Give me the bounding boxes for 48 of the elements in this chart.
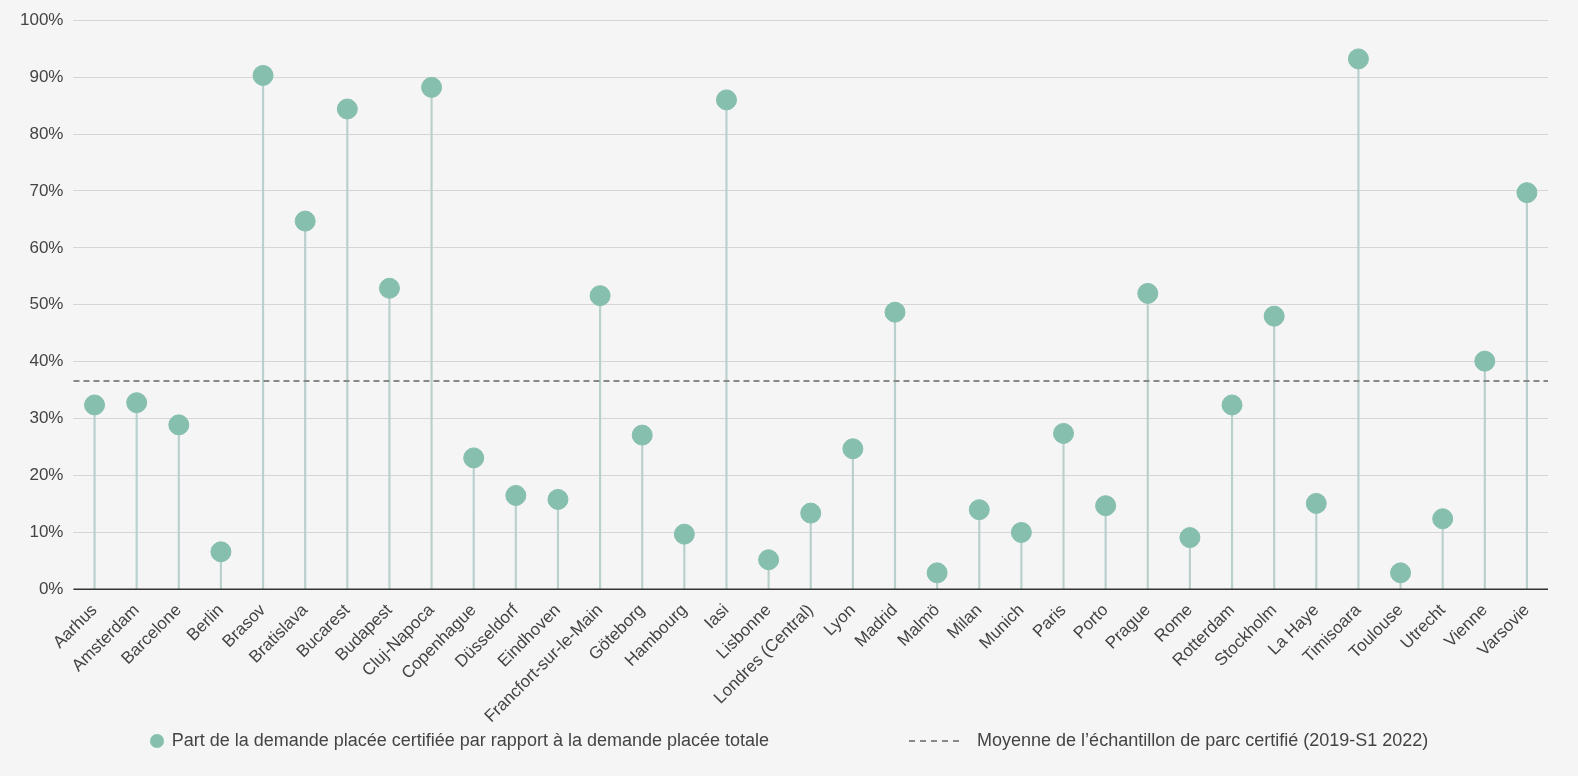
point bbox=[505, 484, 527, 506]
point bbox=[421, 76, 443, 98]
y-tick-label: 10% bbox=[29, 522, 64, 542]
point bbox=[1095, 495, 1117, 517]
point bbox=[252, 64, 274, 86]
y-tick-label: 20% bbox=[29, 465, 64, 485]
point bbox=[1390, 562, 1412, 584]
point bbox=[168, 414, 190, 436]
point bbox=[294, 210, 316, 232]
y-tick-label: 0% bbox=[38, 579, 64, 599]
y-tick-label: 100% bbox=[20, 9, 64, 29]
point bbox=[715, 89, 737, 111]
point bbox=[1137, 282, 1159, 304]
point bbox=[1221, 394, 1243, 416]
point bbox=[336, 98, 358, 120]
y-tick-label: 90% bbox=[29, 66, 64, 86]
y-tick-label: 80% bbox=[29, 123, 64, 143]
point bbox=[1053, 422, 1075, 444]
point bbox=[589, 285, 611, 307]
point bbox=[968, 499, 990, 521]
point bbox=[1010, 521, 1032, 543]
point bbox=[84, 394, 106, 416]
point bbox=[1432, 508, 1454, 530]
point bbox=[758, 549, 780, 571]
y-tick-label: 50% bbox=[29, 294, 64, 314]
point bbox=[463, 447, 485, 469]
point bbox=[926, 562, 948, 584]
y-tick-label: 30% bbox=[29, 408, 64, 428]
y-tick-label: 40% bbox=[29, 351, 64, 371]
y-tick-label: 70% bbox=[29, 180, 64, 200]
point bbox=[1516, 182, 1538, 204]
point bbox=[1263, 305, 1285, 327]
legend-label: Moyenne de l’échantillon de parc certifié (2019-S1 2022) bbox=[977, 730, 1429, 751]
point bbox=[842, 438, 864, 460]
legend-label: Part de la demande placée certifiée par rapport à la demande placée totale bbox=[171, 730, 770, 751]
y-tick-label: 60% bbox=[29, 237, 64, 257]
point bbox=[800, 502, 822, 524]
point bbox=[126, 392, 148, 414]
point bbox=[547, 488, 569, 510]
point bbox=[631, 424, 653, 446]
point bbox=[1474, 350, 1496, 372]
point bbox=[378, 277, 400, 299]
point bbox=[210, 541, 232, 563]
point bbox=[1347, 48, 1369, 70]
point bbox=[884, 301, 906, 323]
point bbox=[673, 523, 695, 545]
point bbox=[1179, 527, 1201, 549]
point bbox=[1305, 492, 1327, 514]
